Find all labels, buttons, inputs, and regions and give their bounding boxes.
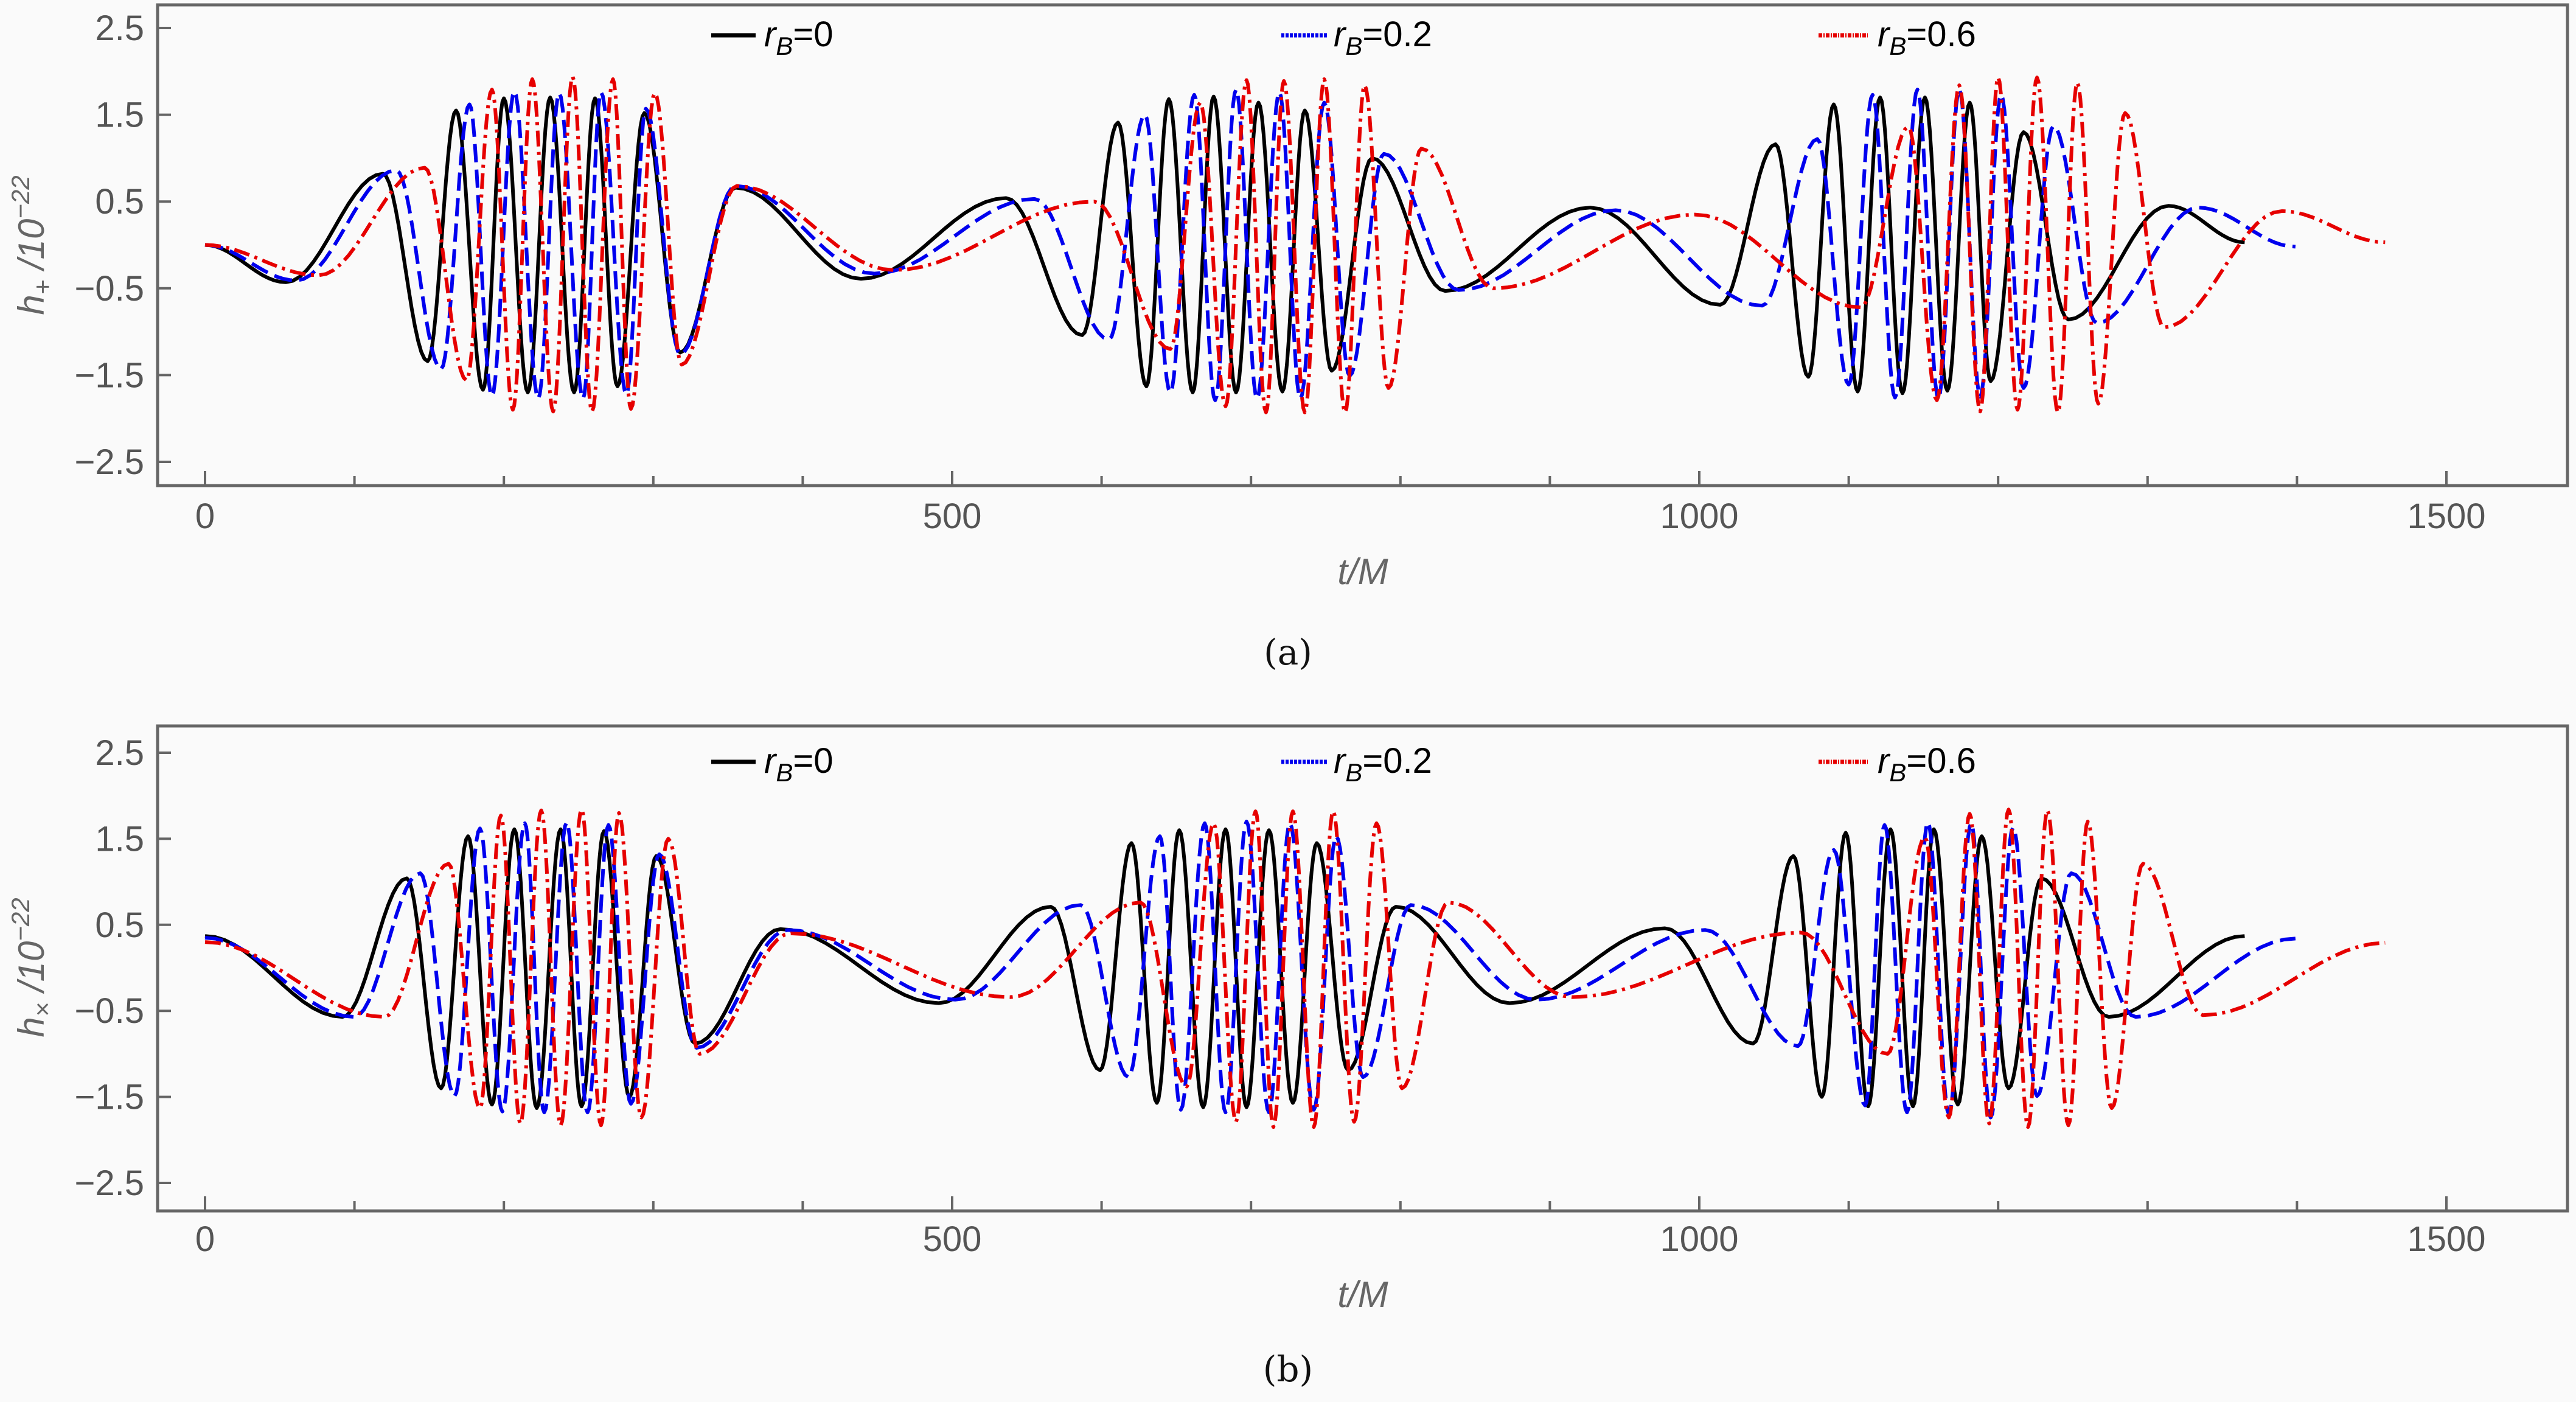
panel-a-plot: 2.5 1.5 0.5 −0.5 −1.5 −2.5 0 500 1000 1500 rB=0 r…	[6, 3, 2569, 673]
series-line-rb06	[204, 74, 2386, 414]
y-tick-label: −0.5	[75, 991, 145, 1031]
plot-frame	[156, 724, 2569, 1213]
legend-item-rb06: rB=0.6	[1819, 15, 1976, 60]
legend-item-rb0: rB=0	[711, 741, 833, 787]
y-tick-label: −2.5	[75, 442, 145, 482]
legend-label: rB=0.2	[1334, 741, 1432, 787]
legend-item-rb02: rB=0.2	[1281, 741, 1432, 787]
y-tick-label: 0.5	[95, 905, 144, 945]
series-line-rb0	[204, 827, 2245, 1110]
x-tick-label: 500	[923, 1219, 982, 1259]
y-tick-label: 1.5	[95, 819, 144, 859]
x-tick-label: 1000	[1660, 497, 1738, 536]
x-tick-label: 1500	[2407, 497, 2485, 536]
y-axis-label: h+ /10−22	[6, 175, 57, 315]
legend: rB=0 rB=0.2 rB=0.6	[711, 15, 1976, 60]
legend-label: rB=0	[764, 741, 833, 787]
y-tick-label: 0.5	[95, 182, 144, 221]
x-tick-label: 0	[195, 1219, 215, 1259]
axis-ticks: 2.5 1.5 0.5 −0.5 −1.5 −2.5 0 500 1000 1500	[75, 733, 2486, 1259]
y-tick-label: −2.5	[75, 1163, 145, 1203]
legend-label: rB=0.2	[1334, 15, 1432, 60]
x-axis-label: t/M	[1337, 551, 1388, 592]
x-tick-label: 1500	[2407, 1219, 2485, 1259]
legend-label: rB=0.6	[1878, 741, 1976, 787]
legend-label: rB=0.6	[1878, 15, 1976, 60]
curves	[204, 74, 2386, 414]
legend-label: rB=0	[764, 15, 833, 60]
axis-ticks: 2.5 1.5 0.5 −0.5 −1.5 −2.5 0 500 1000 1500	[75, 9, 2486, 536]
series-line-rb06	[204, 807, 2386, 1129]
y-tick-label: −1.5	[75, 1078, 145, 1117]
legend: rB=0 rB=0.2 rB=0.6	[711, 741, 1976, 787]
x-tick-label: 500	[923, 497, 982, 536]
y-axis-label: h× /10−22	[6, 898, 57, 1037]
panel-caption: (b)	[1263, 1348, 1313, 1390]
panel-caption: (a)	[1264, 632, 1312, 673]
x-axis-label: t/M	[1337, 1274, 1388, 1315]
plot-frame	[156, 3, 2569, 487]
series-line-rb02	[204, 820, 2296, 1120]
legend-item-rb02: rB=0.2	[1281, 15, 1432, 60]
curves	[204, 807, 2386, 1129]
x-tick-label: 0	[195, 497, 215, 536]
panel-b-plot: 2.5 1.5 0.5 −0.5 −1.5 −2.5 0 500 1000 1500 rB=0 r…	[6, 724, 2569, 1390]
y-tick-label: −0.5	[75, 269, 145, 309]
y-tick-label: 1.5	[95, 96, 144, 135]
x-tick-label: 1000	[1660, 1219, 1738, 1259]
y-tick-label: −1.5	[75, 355, 145, 395]
legend-item-rb0: rB=0	[711, 15, 833, 60]
y-tick-label: 2.5	[95, 9, 144, 48]
legend-item-rb06: rB=0.6	[1819, 741, 1976, 787]
y-tick-label: 2.5	[95, 733, 144, 773]
